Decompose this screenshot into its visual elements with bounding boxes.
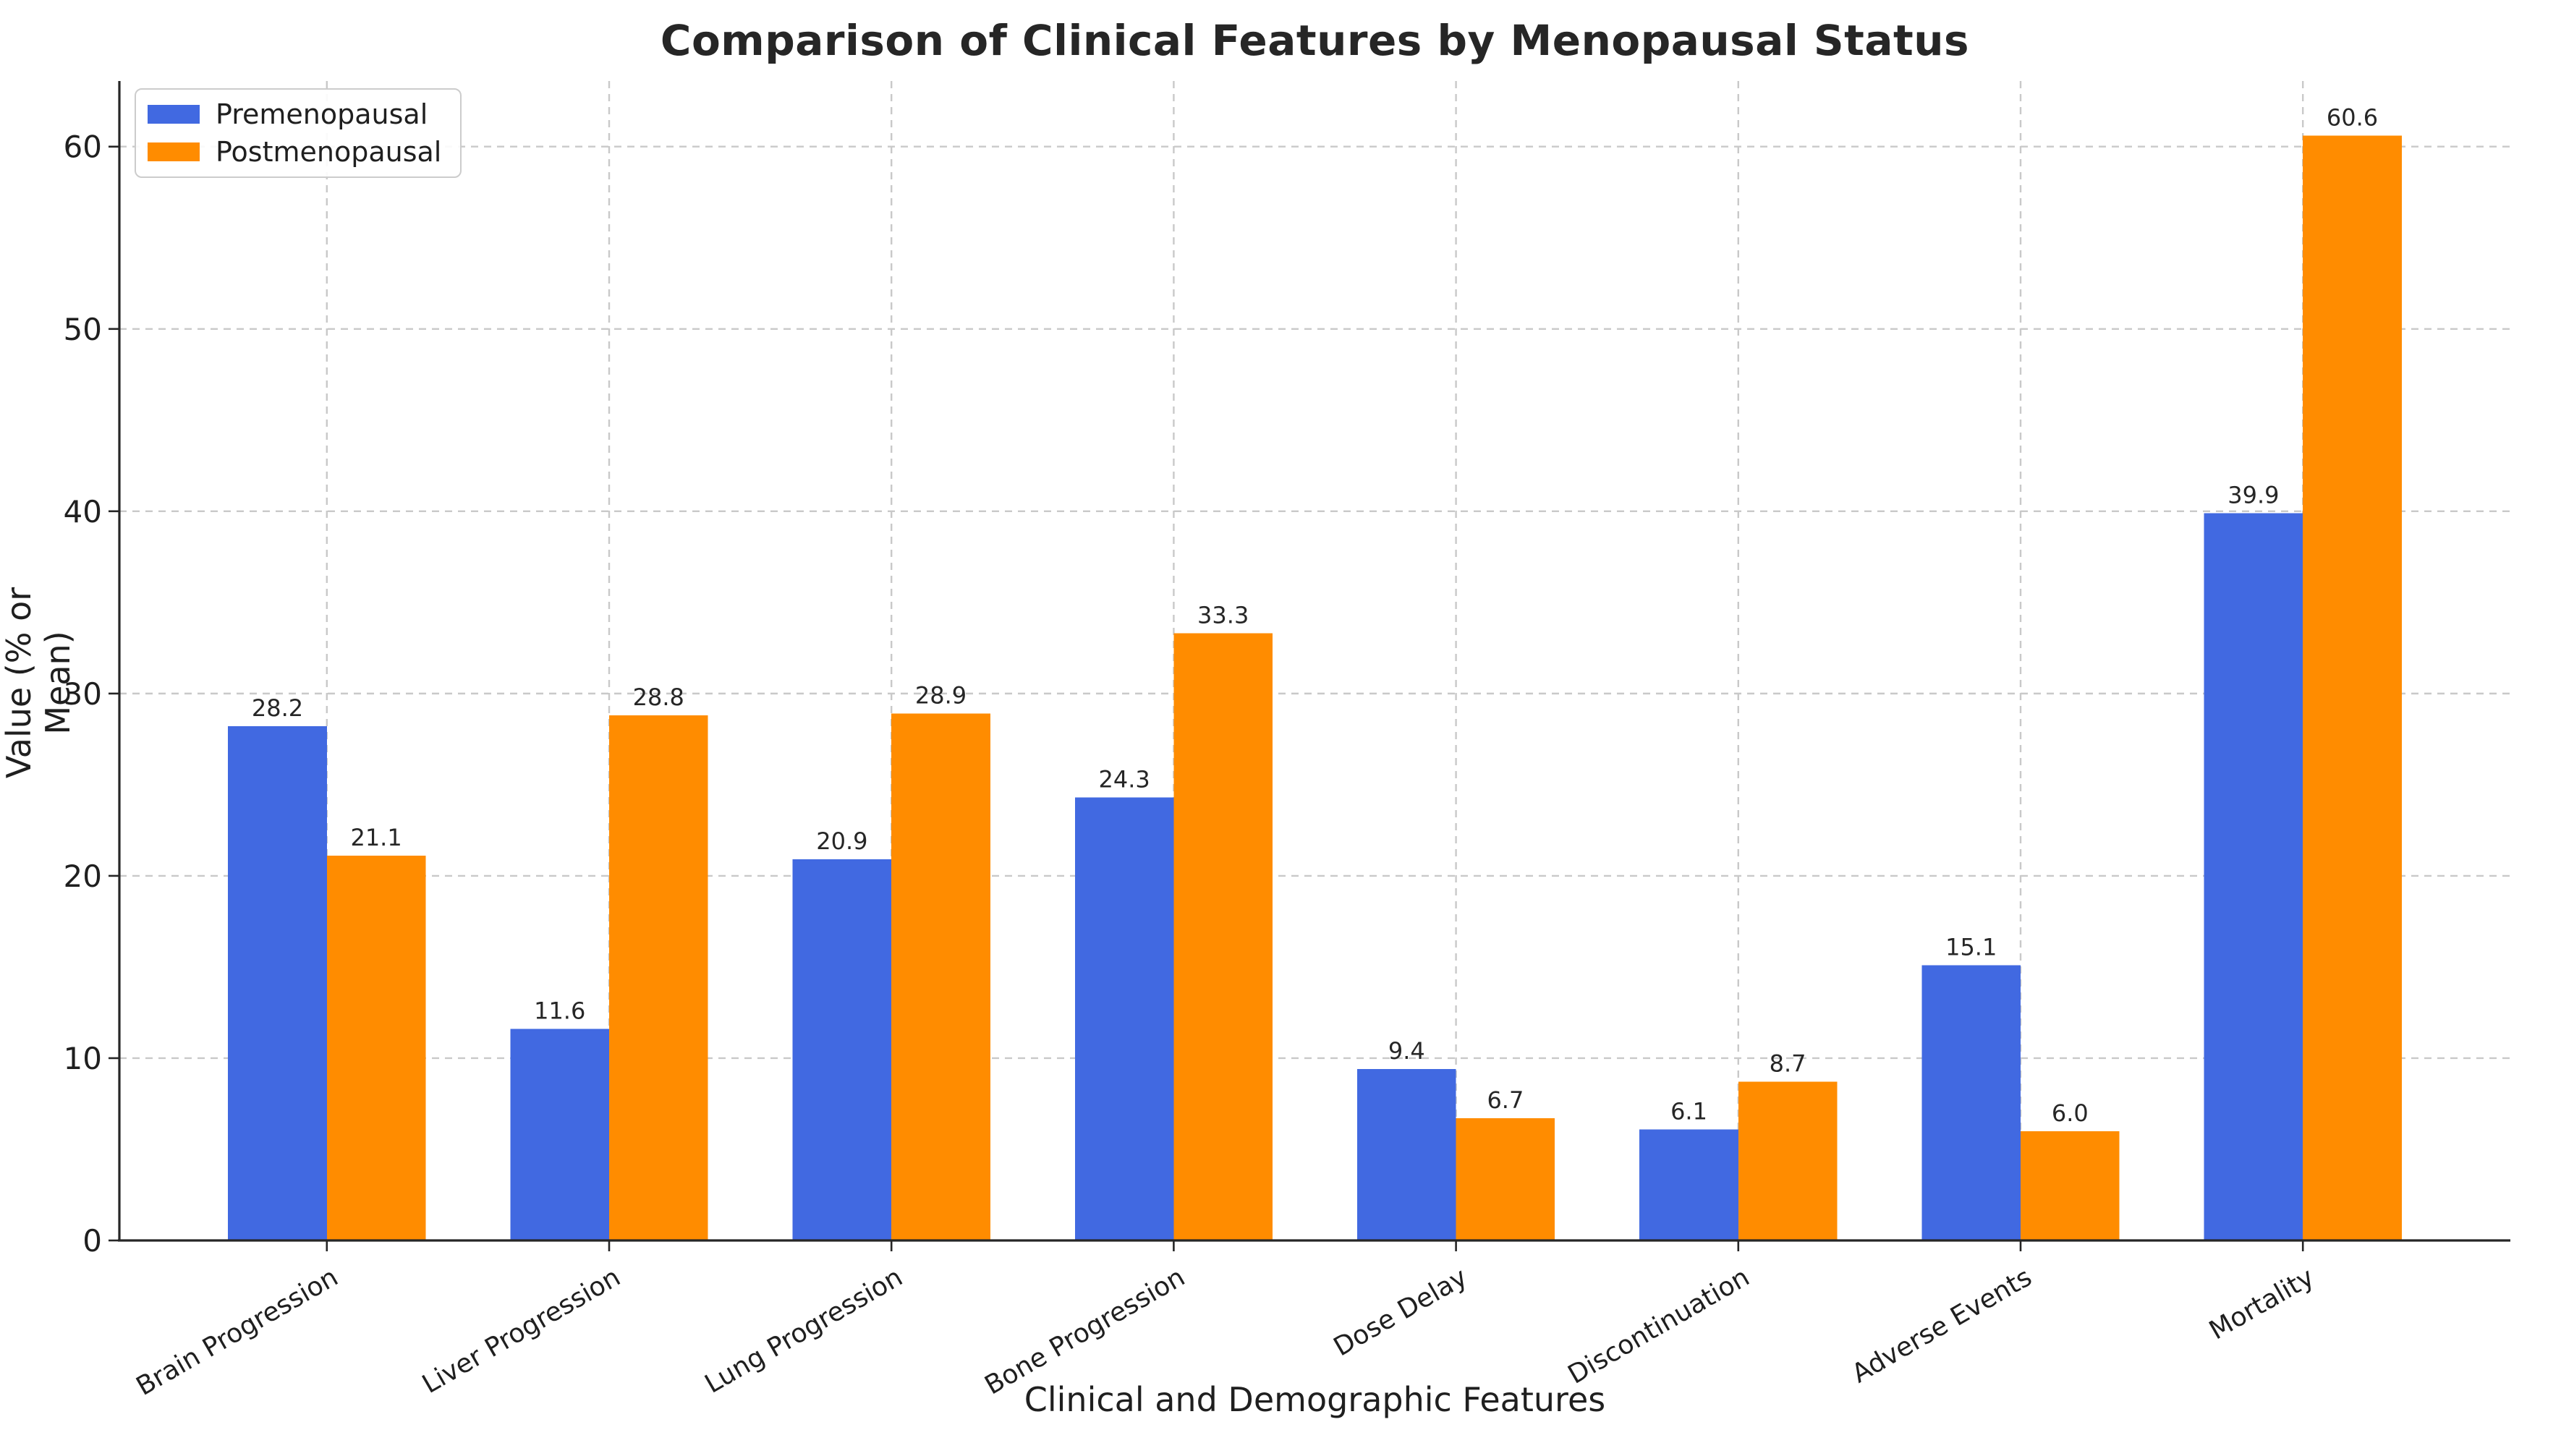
value-label: 15.1 [1945, 933, 1997, 961]
legend-label-premenopausal: Premenopausal [216, 98, 428, 130]
value-label: 6.7 [1487, 1086, 1524, 1114]
bar-postmenopausal [1173, 633, 1273, 1240]
legend: Premenopausal Postmenopausal [135, 88, 462, 178]
legend-swatch-postmenopausal [148, 142, 200, 161]
value-label: 28.8 [633, 684, 684, 711]
bar-postmenopausal [891, 713, 990, 1240]
value-label: 28.2 [252, 694, 303, 722]
bar-premenopausal [2204, 513, 2303, 1240]
bar-postmenopausal [1738, 1081, 1838, 1240]
value-label: 28.9 [915, 682, 967, 710]
legend-item-premenopausal: Premenopausal [148, 98, 441, 130]
value-label: 20.9 [816, 827, 867, 855]
bar-postmenopausal [1456, 1118, 1555, 1240]
value-label: 8.7 [1770, 1050, 1806, 1078]
y-tick-label: 20 [64, 859, 102, 894]
value-label: 24.3 [1098, 766, 1150, 793]
value-label: 9.4 [1388, 1037, 1425, 1065]
bar-premenopausal [1639, 1129, 1738, 1240]
bar-postmenopausal [608, 715, 708, 1240]
legend-swatch-premenopausal [148, 105, 200, 124]
x-tick-label: Dose Delay [1329, 1262, 1472, 1362]
value-label: 60.6 [2327, 104, 2378, 132]
legend-item-postmenopausal: Postmenopausal [148, 136, 441, 168]
x-axis-label: Clinical and Demographic Features [1024, 1380, 1606, 1419]
y-tick-label: 0 [82, 1223, 102, 1259]
value-label: 21.1 [350, 824, 402, 851]
y-tick-label: 60 [64, 129, 102, 165]
chart-title: Comparison of Clinical Features by Menop… [660, 16, 1970, 65]
bar-premenopausal [792, 859, 892, 1240]
value-label: 6.0 [2052, 1099, 2089, 1127]
y-tick-label: 10 [64, 1041, 102, 1076]
x-tick-label: Mortality [2204, 1262, 2319, 1345]
value-label: 33.3 [1197, 602, 1249, 629]
y-tick-label: 50 [64, 312, 102, 347]
bar-premenopausal [1357, 1069, 1456, 1240]
value-label: 6.1 [1670, 1097, 1707, 1125]
x-tick-label: Liver Progression [417, 1262, 625, 1400]
value-label: 39.9 [2227, 481, 2279, 508]
x-tick-label: Discontinuation [1563, 1262, 1755, 1389]
bar-postmenopausal [326, 856, 426, 1240]
bar-premenopausal [1921, 965, 2021, 1240]
bar-postmenopausal [2021, 1131, 2120, 1240]
legend-label-postmenopausal: Postmenopausal [216, 136, 442, 168]
bar-premenopausal [1074, 797, 1174, 1240]
bar-premenopausal [228, 726, 327, 1240]
bar-postmenopausal [2303, 135, 2402, 1241]
bar-premenopausal [510, 1029, 609, 1240]
y-tick-label: 30 [64, 676, 102, 712]
value-label: 11.6 [534, 997, 585, 1025]
y-tick-label: 40 [64, 494, 102, 529]
x-tick-label: Lung Progression [700, 1262, 908, 1399]
x-tick-label: Adverse Events [1847, 1262, 2037, 1389]
